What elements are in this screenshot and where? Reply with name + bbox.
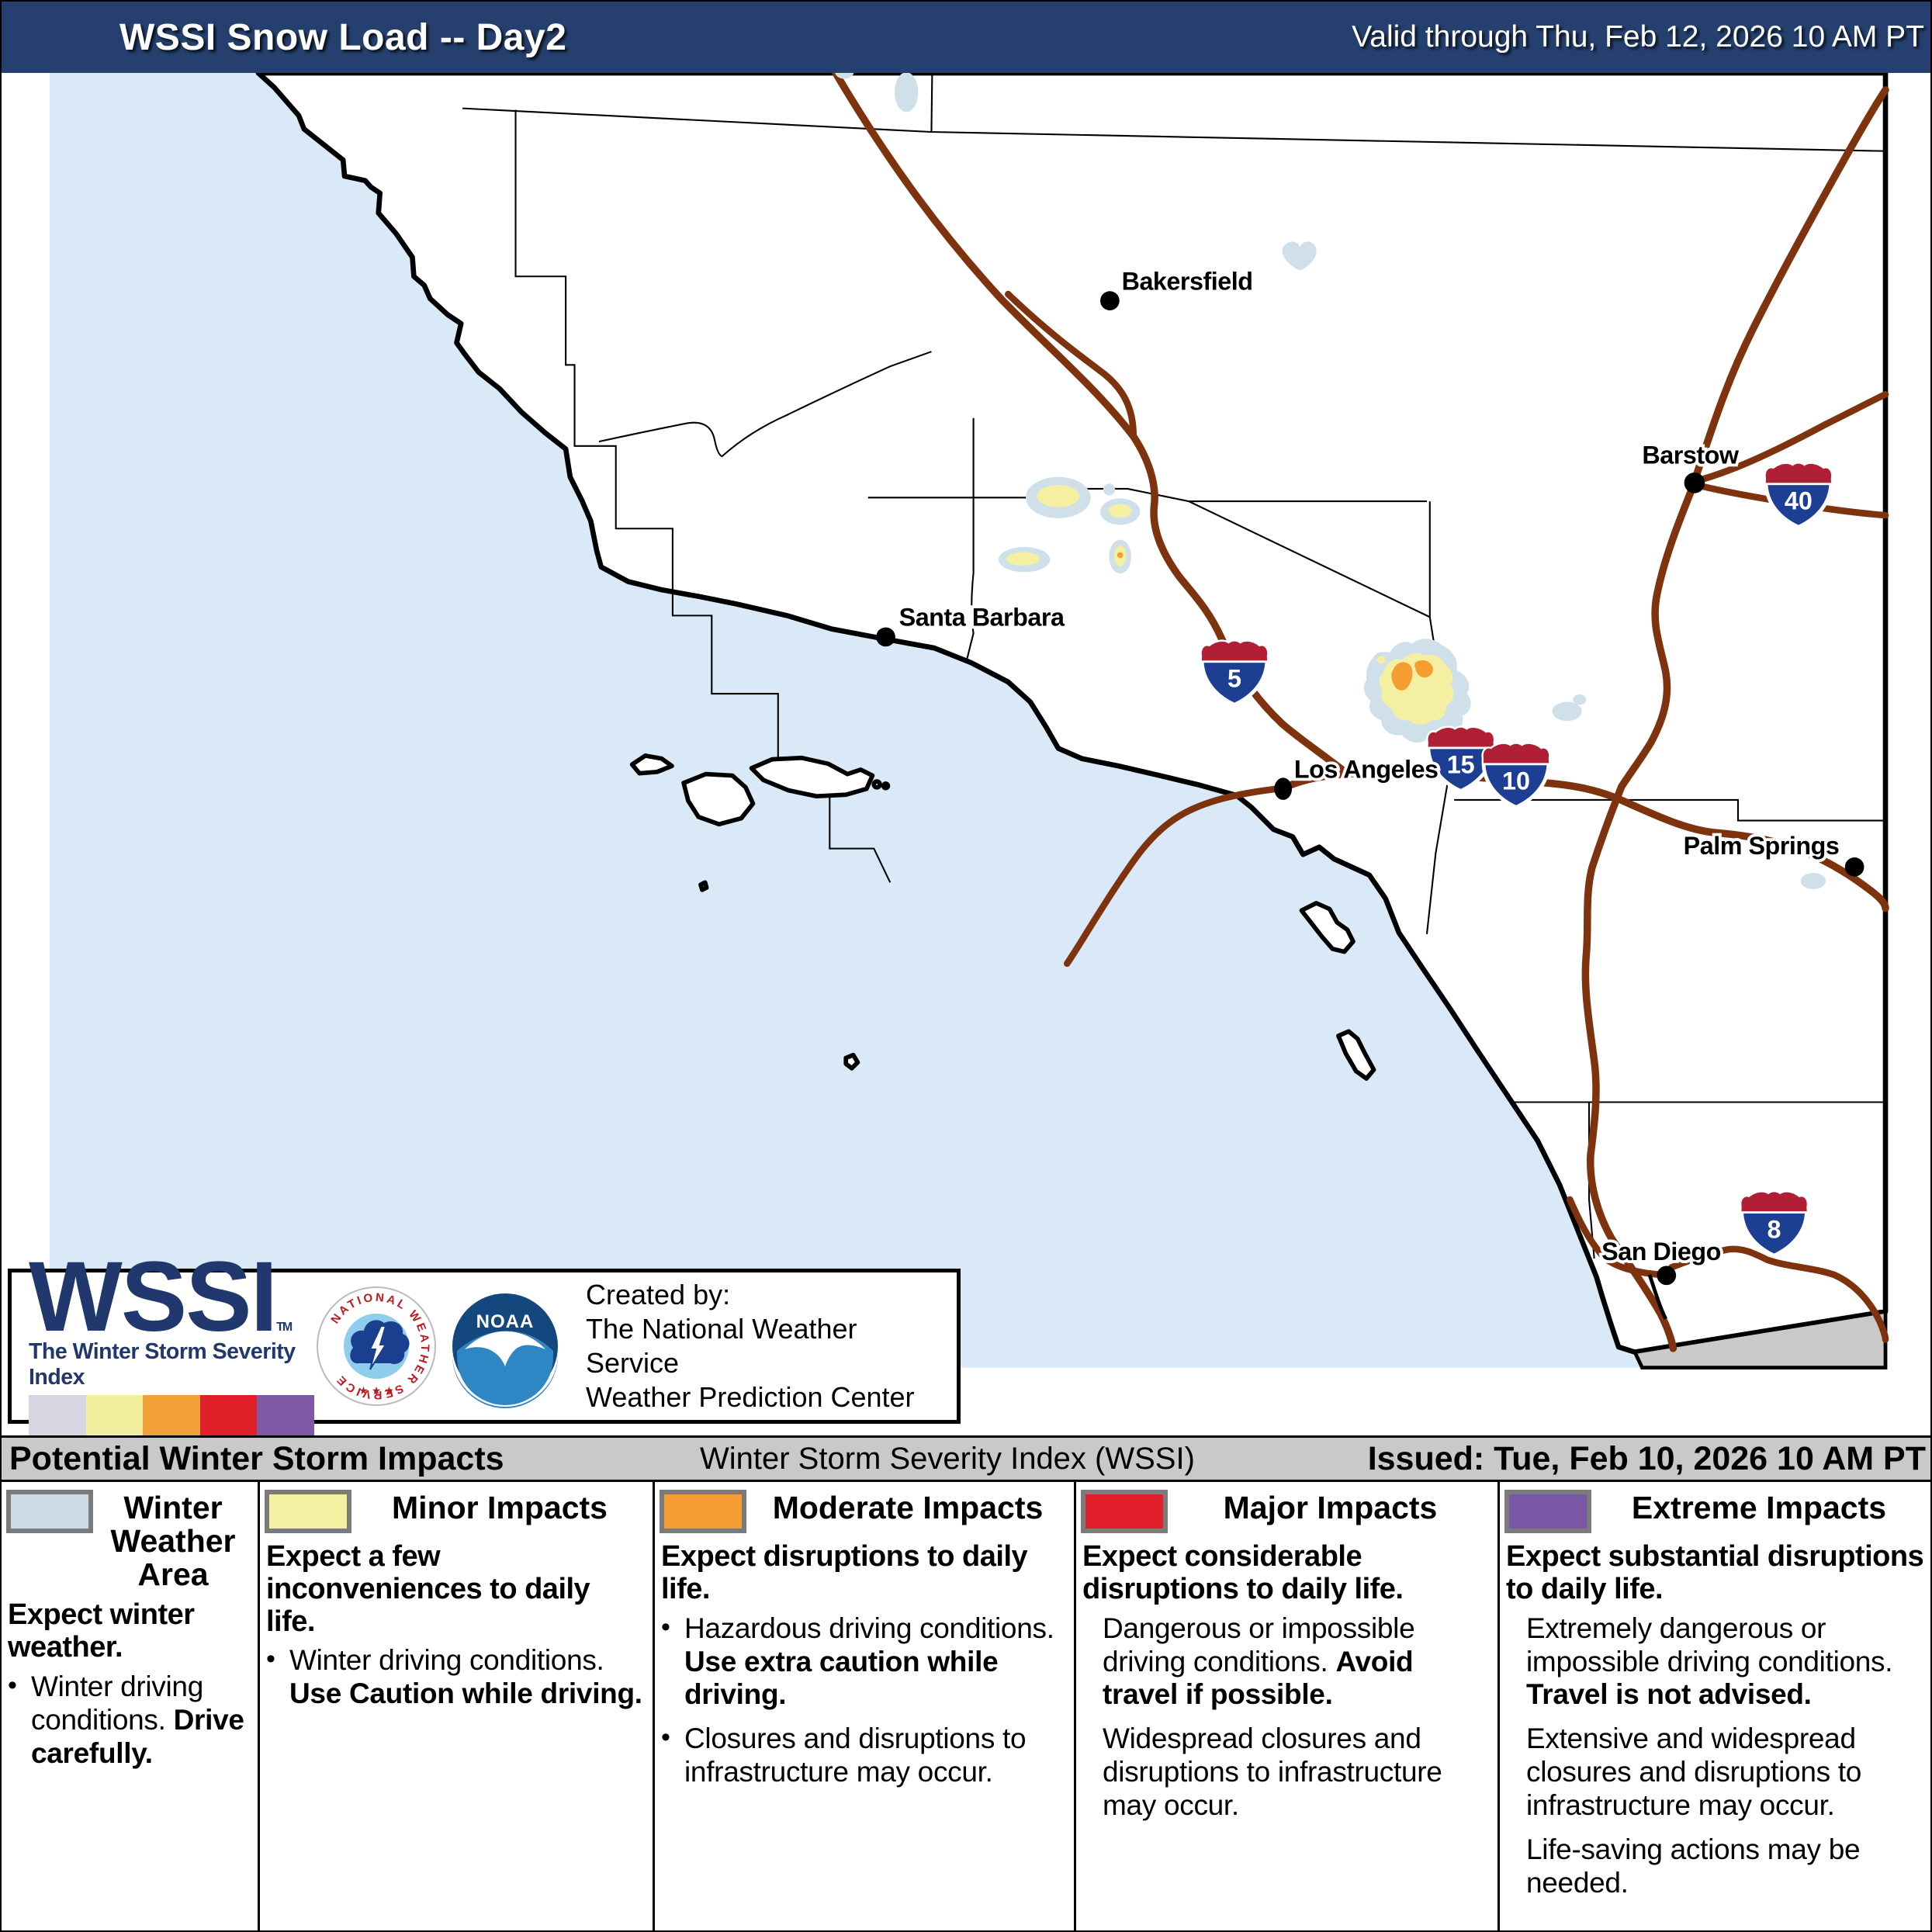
channel-islands [629,753,1376,1081]
map-area: 5 15 10 40 8 Bakersfield Santa Barbara L… [2,73,1930,1435]
city-label-san-diego: San Diego [1601,1238,1721,1265]
legend-col-extreme: Extreme Impacts Expect substantial disru… [1500,1482,1930,1930]
wssi-tagline: The Winter Storm Severity Index [29,1339,296,1390]
legend-item: Extensive and widespread closures and di… [1526,1723,1862,1822]
legend-item: Dangerous or impossible driving conditio… [1103,1612,1415,1711]
status-bar: Potential Winter Storm Impacts Winter St… [2,1435,1930,1482]
impact-legend: Winter Weather Area Expect winter weathe… [2,1482,1930,1930]
legend-lead: Expect considerable disruptions to daily… [1082,1540,1404,1605]
san-diego-bay [1647,1274,1667,1320]
trademark-symbol: TM [276,1320,293,1334]
legend-lead: Expect winter weather. [8,1598,195,1664]
issued-timestamp: Issued: Tue, Feb 10, 2026 10 AM PT [1367,1439,1926,1477]
noaa-wordmark: NOAA [476,1311,535,1332]
city-dot-palm-springs [1844,857,1864,877]
legend-item: Extremely dangerous or impossible drivin… [1526,1612,1893,1711]
city-label-santa-barbara: Santa Barbara [899,604,1065,632]
legend-col-major: Major Impacts Expect considerable disrup… [1076,1482,1500,1930]
noaa-logo-icon: NOAA [446,1287,564,1408]
impact-patches [835,73,1826,889]
page-title: WSSI Snow Load -- Day2 [119,16,567,58]
city-dot-san-diego [1657,1265,1677,1286]
interstate-8-shield: 8 [1768,1215,1781,1243]
nws-logo-icon: NATIONAL WEATHER SERVICE ★ ★ ★ [317,1286,436,1406]
status-bar-title: Potential Winter Storm Impacts [9,1439,504,1477]
wssi-logo: WSSITM The Winter Storm Severity Index [12,1247,314,1436]
minor-impacts-swatch [265,1490,351,1533]
map-svg: 5 15 10 40 8 Bakersfield Santa Barbara L… [49,73,1889,1369]
legend-lead: Expect substantial disruptions to daily … [1506,1540,1924,1605]
city-label-los-angeles: Los Angeles [1294,755,1439,783]
city-dot-los-angeles [1274,777,1293,800]
legend-title: Moderate Impacts [772,1490,1044,1525]
nws-stars: ★ ★ ★ [358,1384,393,1397]
extreme-impacts-swatch [1504,1490,1591,1533]
interstate-10-shield: 10 [1502,767,1530,795]
interstate-5-shield: 5 [1227,665,1241,693]
legend-item: • Winter driving conditions. Use Caution … [266,1644,642,1710]
mexico-area [1632,1309,1888,1369]
title-bar: WSSI Snow Load -- Day2 Valid through Thu… [2,2,1930,73]
california-land [255,73,1889,1355]
city-label-palm-springs: Palm Springs [1684,832,1840,860]
legend-lead: Expect disruptions to daily life. [661,1540,1028,1605]
major-impacts-swatch [1081,1490,1168,1533]
wssi-color-scale [29,1395,314,1436]
city-label-barstow: Barstow [1642,441,1739,469]
city-dot-barstow [1684,473,1705,493]
city-dot-santa-barbara [876,627,895,647]
legend-item: Widespread closures and disruptions to i… [1103,1723,1442,1822]
legend-title: Winter Weather Area [110,1490,236,1593]
valid-through-label: Valid through Thu, Feb 12, 2026 10 AM PT [1352,20,1924,54]
status-bar-subtitle: Winter Storm Severity Index (WSSI) [700,1441,1195,1476]
legend-item: • Hazardous driving conditions. Use extra… [661,1612,1054,1711]
legend-lead: Expect a few inconveniences to daily lif… [266,1540,590,1638]
legend-title: Minor Impacts [392,1490,608,1525]
created-by-text: Created by: The National Weather Service… [586,1279,915,1413]
interstate-shields: 5 15 10 40 8 [1202,464,1831,1256]
county-lines [462,73,1886,1259]
legend-item: • Closures and disruptions to infrastruct… [661,1723,1027,1788]
legend-col-minor: Minor Impacts Expect a few inconvenience… [260,1482,655,1930]
moderate-impacts-swatch [660,1490,746,1533]
interstate-40-shield: 40 [1785,487,1813,515]
city-markers: Bakersfield Santa Barbara Los Angeles Ba… [876,265,1864,1286]
highways [832,73,1889,1352]
interstate-15-shield: 15 [1447,751,1475,779]
wssi-logo-box: WSSITM The Winter Storm Severity Index N… [8,1247,961,1436]
legend-col-winter-weather: Winter Weather Area Expect winter weathe… [2,1482,260,1930]
wssi-wordmark: WSSI [29,1241,278,1352]
legend-item: • Winter driving conditions. Drive carefu… [8,1670,244,1769]
legend-title: Major Impacts [1223,1490,1438,1525]
city-dot-bakersfield [1100,291,1120,310]
legend-col-moderate: Moderate Impacts Expect disruptions to d… [655,1482,1076,1930]
winter-weather-swatch [6,1490,93,1533]
city-label-bakersfield: Bakersfield [1122,267,1253,295]
legend-item: Life-saving actions may be needed. [1526,1833,1861,1899]
legend-title: Extreme Impacts [1631,1490,1887,1525]
